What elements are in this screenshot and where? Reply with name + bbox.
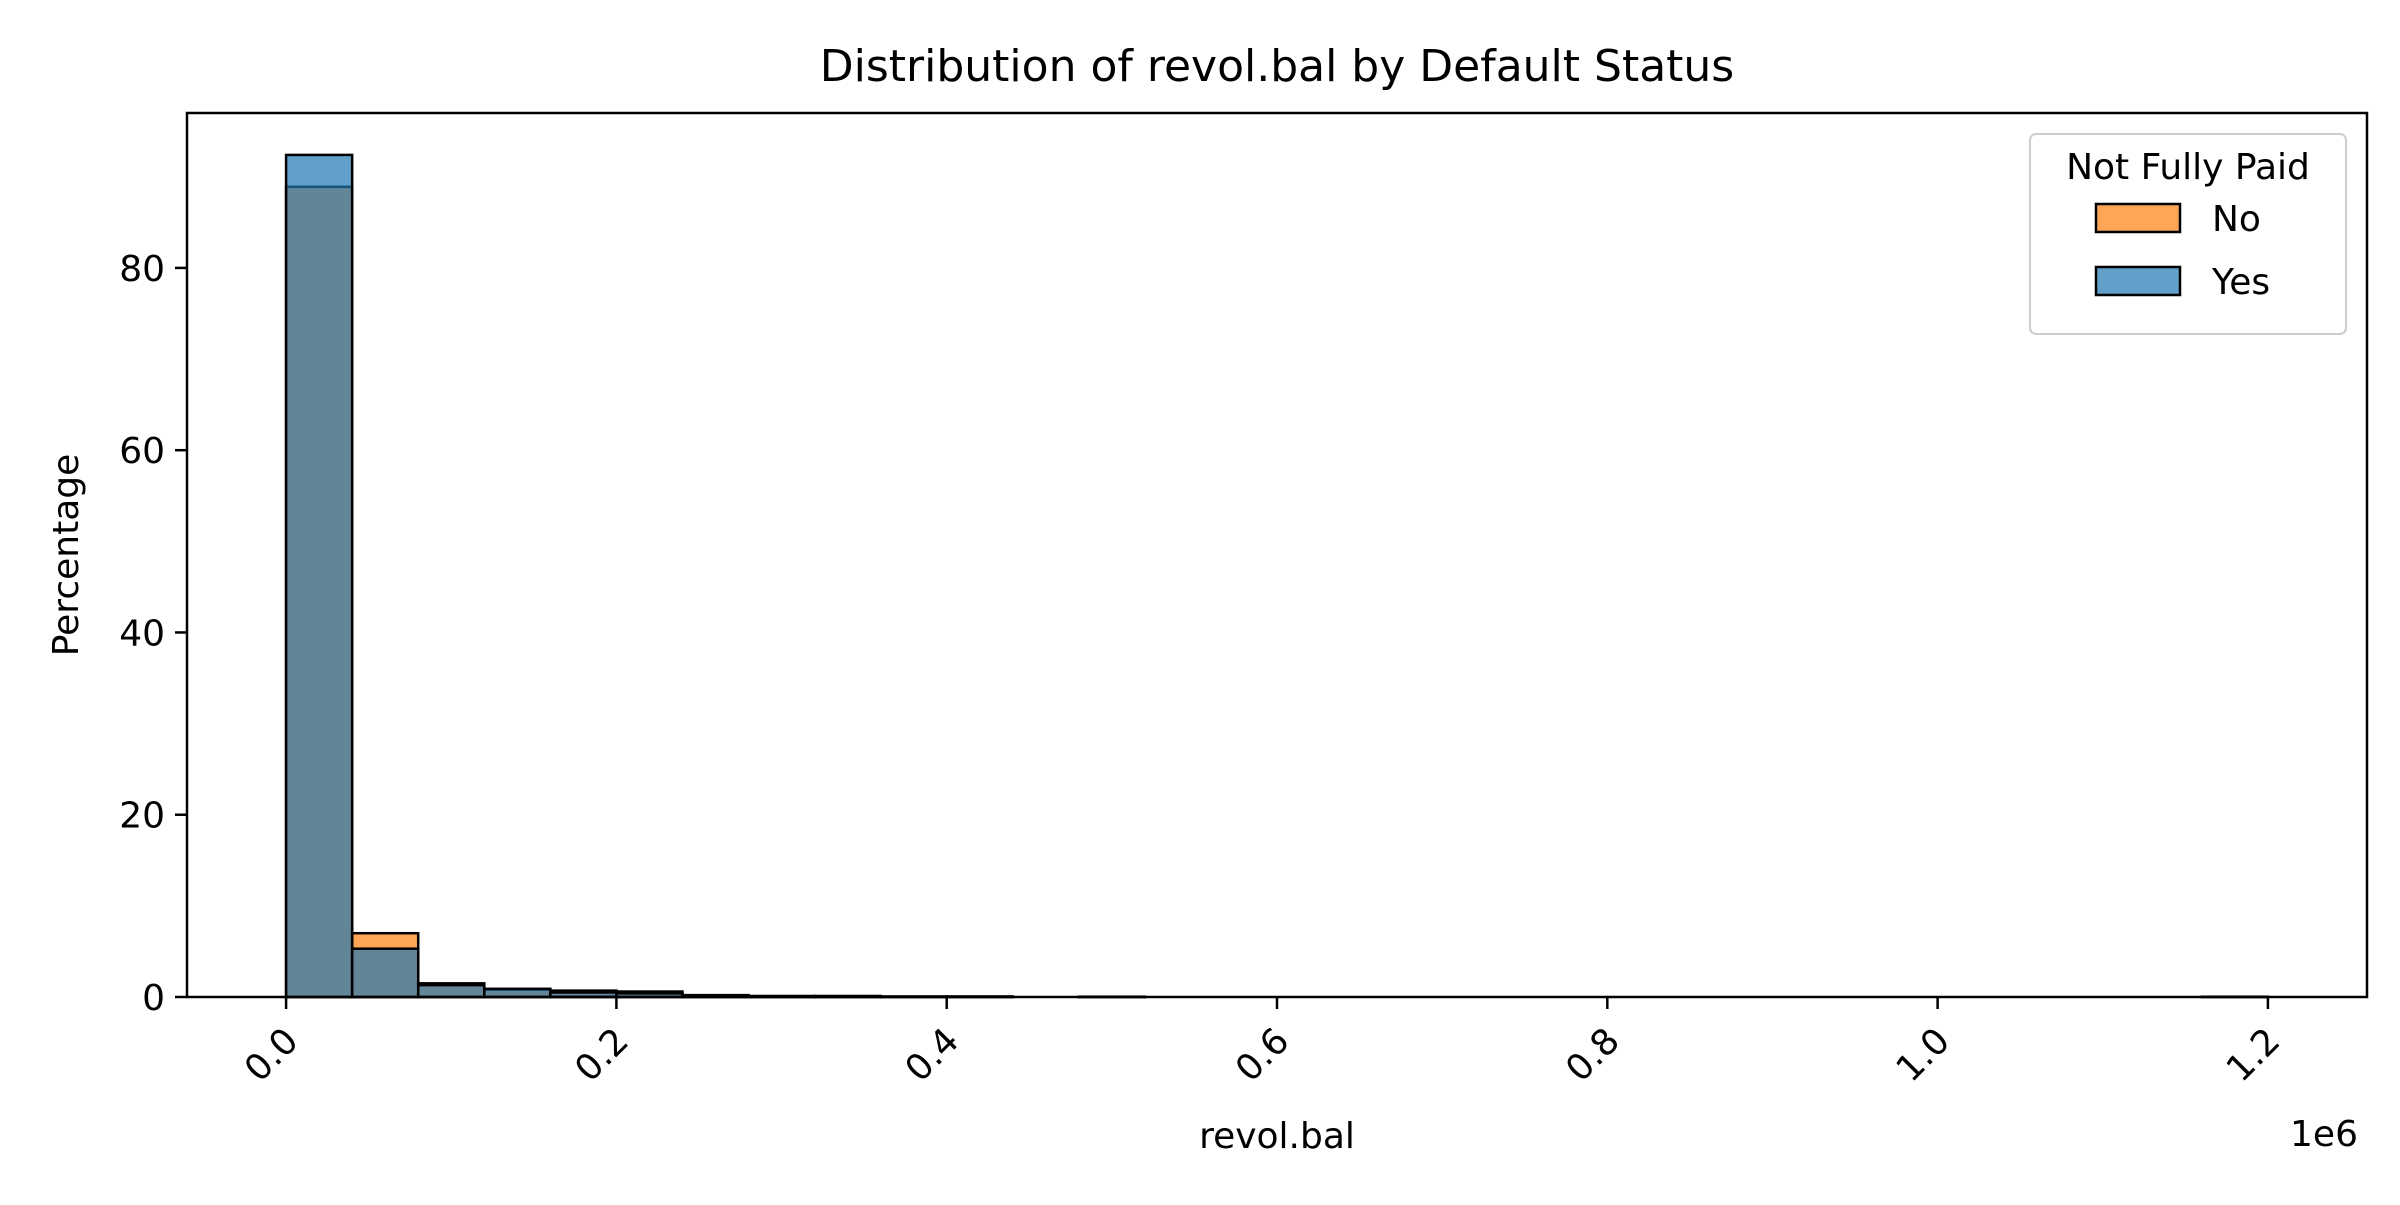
- chart-title: Distribution of revol.bal by Default Sta…: [820, 41, 1734, 92]
- y-tick-label: 40: [119, 613, 165, 654]
- y-tick-label: 60: [119, 431, 165, 472]
- bar-yes-2: [418, 985, 484, 997]
- legend-label-yes: Yes: [2211, 262, 2270, 303]
- legend: Not Fully Paid No Yes: [2030, 134, 2346, 334]
- y-tick-label: 0: [142, 978, 165, 1019]
- x-axis-offset-text: 1e6: [2290, 1114, 2358, 1155]
- y-axis-label: Percentage: [46, 454, 87, 657]
- legend-swatch-no: [2096, 204, 2180, 232]
- legend-title: Not Fully Paid: [2066, 147, 2310, 188]
- bar-yes-0: [286, 155, 352, 997]
- y-tick-label: 20: [119, 796, 165, 837]
- bar-yes-1: [352, 949, 418, 997]
- y-tick-label: 80: [119, 249, 165, 290]
- legend-swatch-yes: [2096, 267, 2180, 295]
- x-axis-label: revol.bal: [1199, 1116, 1355, 1157]
- legend-label-no: No: [2212, 199, 2261, 240]
